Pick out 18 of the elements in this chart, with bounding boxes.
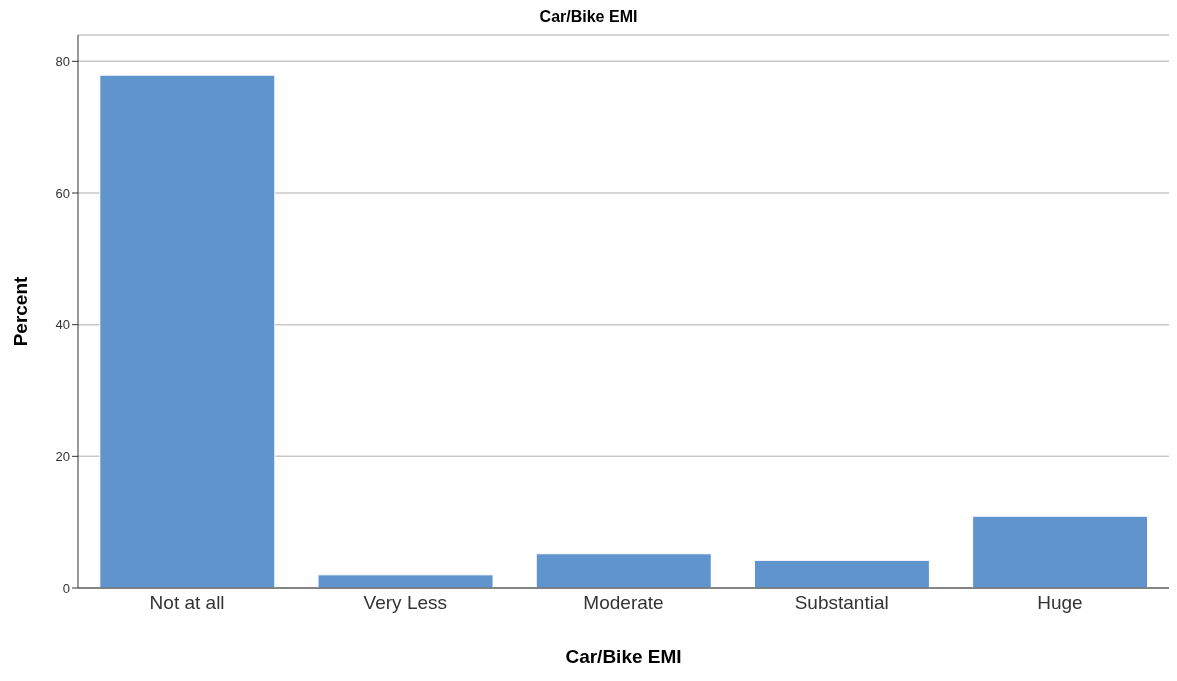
y-tick-label: 80: [55, 53, 70, 69]
y-tick-label: 40: [55, 317, 70, 333]
bar: [317, 574, 494, 588]
x-tick-label: Not at all: [149, 592, 225, 614]
x-tick-label: Huge: [1037, 592, 1083, 614]
bar: [972, 515, 1149, 588]
y-tick-label: 20: [55, 448, 70, 464]
bar: [753, 559, 930, 588]
y-axis-title: Percent: [9, 275, 31, 347]
chart-title: Car/Bike EMI: [538, 8, 639, 26]
x-tick-label: Moderate: [583, 592, 664, 614]
x-tick-label: Substantial: [794, 592, 889, 614]
y-tick-label: 0: [62, 580, 70, 596]
bar: [99, 74, 276, 588]
x-tick-label: Very Less: [363, 592, 448, 614]
x-axis-title: Car/Bike EMI: [565, 646, 682, 667]
bar: [535, 553, 712, 588]
y-tick-label: 60: [55, 185, 70, 201]
